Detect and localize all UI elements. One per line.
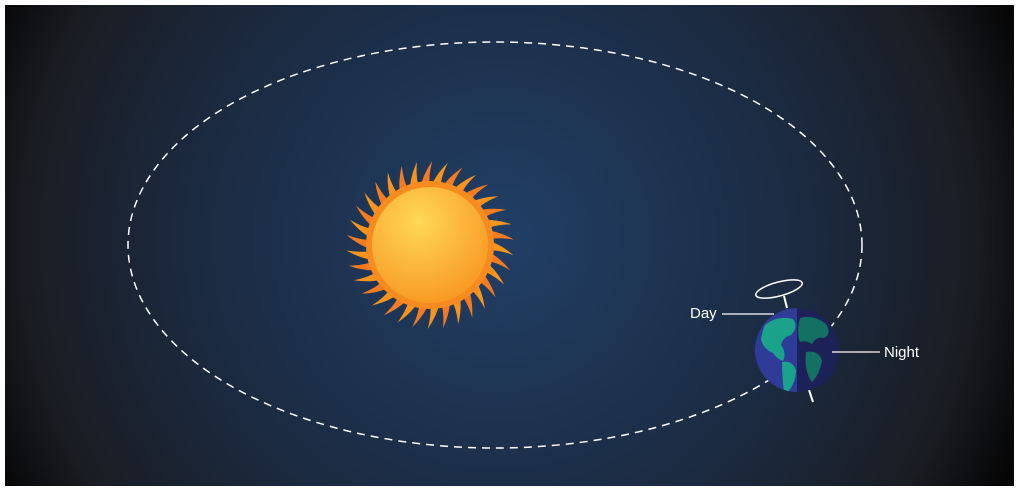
sun-core xyxy=(372,187,488,303)
night-label: Night xyxy=(884,344,920,361)
diagram: Day Night xyxy=(0,0,1019,491)
day-label: Day xyxy=(690,305,717,322)
page: Day Night (() => { const data = JSON.par… xyxy=(0,0,1019,491)
